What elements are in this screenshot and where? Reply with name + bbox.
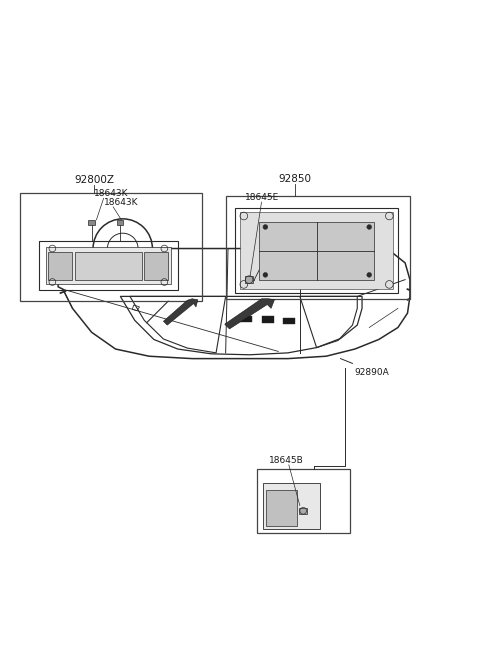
Bar xyxy=(48,252,72,280)
Bar xyxy=(117,220,123,225)
Circle shape xyxy=(263,225,268,229)
Bar xyxy=(263,483,321,529)
Polygon shape xyxy=(225,299,275,329)
Bar xyxy=(75,252,142,280)
Bar xyxy=(226,196,410,299)
Bar xyxy=(144,252,168,280)
Circle shape xyxy=(367,272,372,277)
Text: 92890A: 92890A xyxy=(355,368,390,377)
Bar xyxy=(20,193,202,301)
Text: 92800Z: 92800Z xyxy=(74,175,114,185)
Bar xyxy=(283,318,295,324)
Text: 18643K: 18643K xyxy=(104,198,138,207)
Text: 18645B: 18645B xyxy=(269,456,303,465)
Polygon shape xyxy=(163,299,198,325)
Text: 92850: 92850 xyxy=(278,174,312,184)
Circle shape xyxy=(263,272,268,277)
Bar xyxy=(259,222,374,280)
Bar xyxy=(88,220,95,225)
Bar xyxy=(240,316,252,322)
Text: 18643K: 18643K xyxy=(94,189,129,198)
Bar xyxy=(257,469,350,533)
Bar xyxy=(299,508,308,514)
Polygon shape xyxy=(240,212,393,290)
Bar xyxy=(262,316,274,323)
Bar xyxy=(266,490,298,526)
Bar xyxy=(245,276,253,283)
Circle shape xyxy=(367,225,372,229)
Polygon shape xyxy=(46,247,170,284)
Text: 18645E: 18645E xyxy=(245,193,279,202)
